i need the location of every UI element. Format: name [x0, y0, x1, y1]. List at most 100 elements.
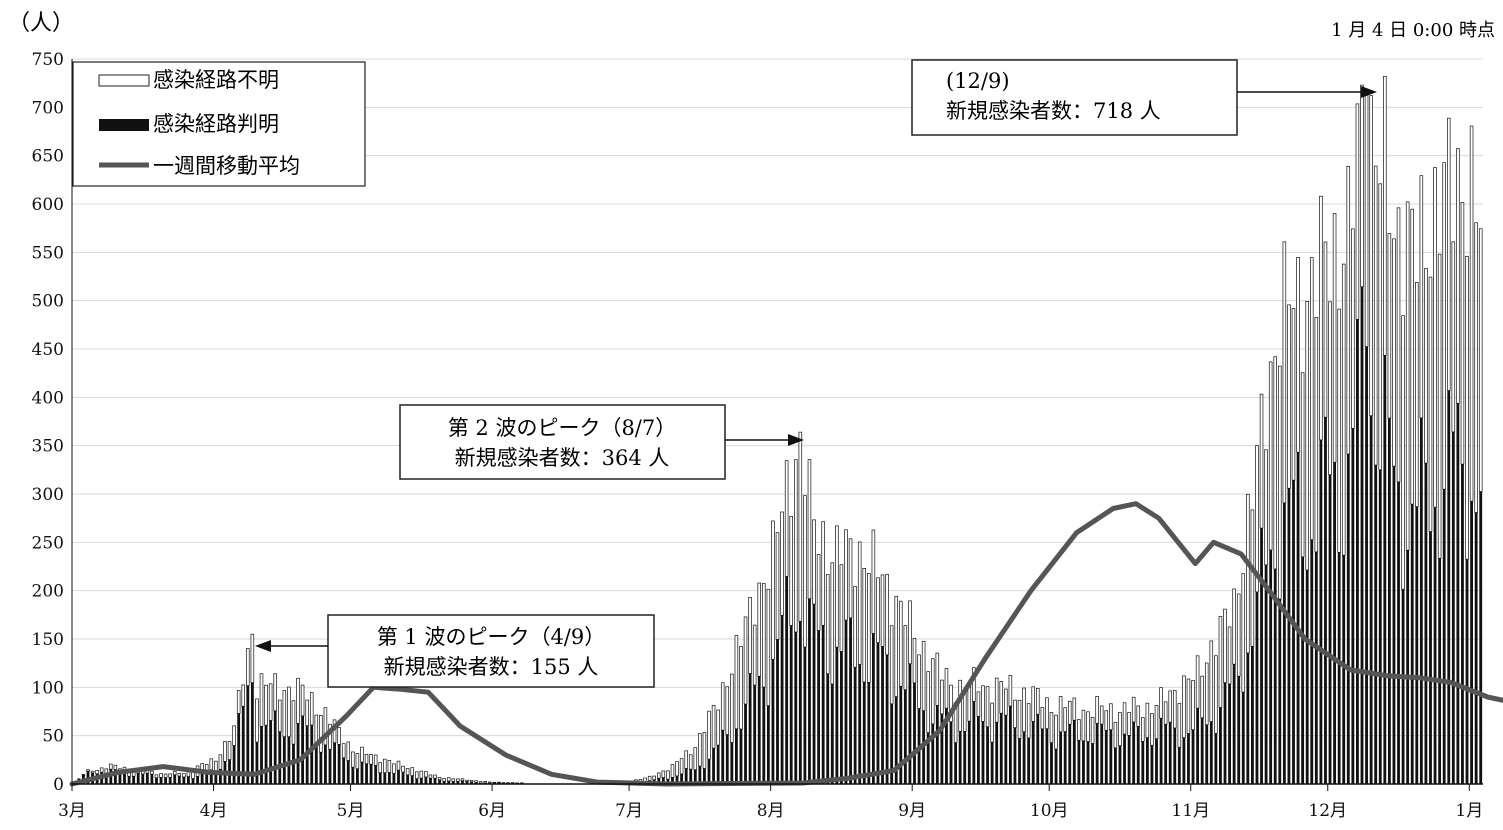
bar-known [264, 725, 268, 784]
x-tick-label: 1月 [1455, 801, 1483, 821]
bar-known [1470, 501, 1473, 784]
bar-known [785, 576, 789, 784]
bar-unknown [396, 760, 401, 771]
bar-known [465, 781, 469, 784]
y-tick-label: 250 [32, 533, 64, 553]
y-tick-label: 500 [32, 292, 64, 312]
x-tick-label: 9月 [898, 801, 926, 821]
bar-known [319, 752, 323, 784]
bar-known [1273, 568, 1277, 784]
bar-known [812, 604, 816, 784]
bar-unknown [876, 577, 880, 643]
bar-known [1456, 403, 1460, 784]
annotation-box [911, 59, 1238, 136]
bar-unknown [250, 633, 255, 684]
bar-known [1438, 558, 1442, 784]
bar-unknown [1337, 308, 1341, 553]
bar-known [830, 683, 834, 784]
bar-known [269, 720, 273, 784]
bar-known [1054, 748, 1058, 784]
moving-average-line [69, 501, 1503, 787]
bar-unknown [666, 770, 670, 780]
annotation-count: 新規感染者数：718 人 [946, 99, 1161, 123]
bar-known [419, 778, 423, 784]
bar-known [177, 775, 181, 784]
y-tick-label: 0 [53, 775, 64, 795]
x-tick-label: 7月 [615, 801, 643, 821]
bar-unknown [341, 743, 346, 759]
bar-unknown [994, 677, 999, 723]
bar-unknown [223, 741, 227, 762]
timestamp-label: 1 月 4 日 0:00 時点 [1331, 20, 1495, 41]
bar-known [903, 689, 907, 784]
bar-unknown [501, 782, 506, 784]
bar-known [890, 703, 894, 784]
bar-unknown [319, 714, 323, 753]
bar-unknown [1173, 690, 1177, 729]
bar-unknown [328, 723, 332, 750]
bar-unknown [1168, 690, 1172, 723]
bar-unknown [1383, 75, 1387, 356]
bar-unknown [807, 459, 812, 600]
arrow-head-icon [1361, 86, 1377, 98]
bar-unknown [871, 529, 876, 634]
bar-known [155, 777, 158, 784]
bar-known [1168, 722, 1172, 784]
bar-known [858, 664, 862, 784]
bar-unknown [1127, 712, 1131, 736]
bar-known [1191, 729, 1195, 784]
bar-unknown [95, 770, 99, 775]
bar-unknown [300, 684, 305, 717]
bar-known [1333, 462, 1337, 784]
bar-known [1228, 683, 1231, 784]
bar-known [1127, 735, 1131, 784]
bar-known [990, 742, 994, 784]
y-tick-label: 550 [32, 243, 64, 263]
y-tick-label: 300 [32, 485, 64, 505]
bar-known [369, 764, 373, 784]
bar-known [187, 776, 190, 784]
bar-unknown [1323, 241, 1328, 418]
y-tick-label: 350 [32, 437, 64, 457]
bar-unknown [1250, 509, 1255, 647]
bar-known [1086, 741, 1090, 784]
bar-known [1136, 726, 1140, 784]
bar-known [387, 772, 391, 784]
y-tick-label: 400 [32, 388, 64, 408]
bar-unknown [1200, 675, 1204, 719]
bar-known [1237, 676, 1241, 784]
bar-unknown [364, 753, 369, 764]
bar-unknown [209, 758, 214, 771]
bar-known [1406, 550, 1410, 784]
bar-unknown [1451, 241, 1456, 433]
bar-unknown [351, 751, 355, 768]
bar-unknown [1351, 228, 1355, 429]
bar-known [1004, 715, 1008, 784]
bar-known [205, 773, 209, 784]
bar-known [1209, 721, 1213, 784]
bar-unknown [1433, 167, 1437, 508]
bar-known [826, 673, 830, 784]
bar-known [1378, 469, 1382, 784]
bar-unknown [1255, 445, 1259, 593]
bar-known [1196, 708, 1200, 784]
bar-unknown [305, 699, 309, 727]
bar-unknown [720, 682, 725, 731]
bar-unknown [446, 777, 451, 782]
bar-known [429, 778, 432, 784]
bar-known [1118, 745, 1122, 784]
bar-known [935, 705, 939, 784]
bar-known [159, 777, 163, 784]
bar-unknown [990, 702, 994, 743]
bar-known [324, 744, 327, 784]
bar-known [1392, 466, 1396, 784]
bar-unknown [150, 770, 154, 775]
y-tick-label: 700 [32, 98, 64, 118]
bar-known [1141, 741, 1145, 784]
bar-unknown [1236, 593, 1241, 677]
bar-known [1292, 480, 1295, 784]
bar-known [1351, 428, 1355, 784]
bar-unknown [478, 781, 483, 784]
bar-unknown [1099, 705, 1104, 725]
bar-unknown [1095, 696, 1099, 724]
